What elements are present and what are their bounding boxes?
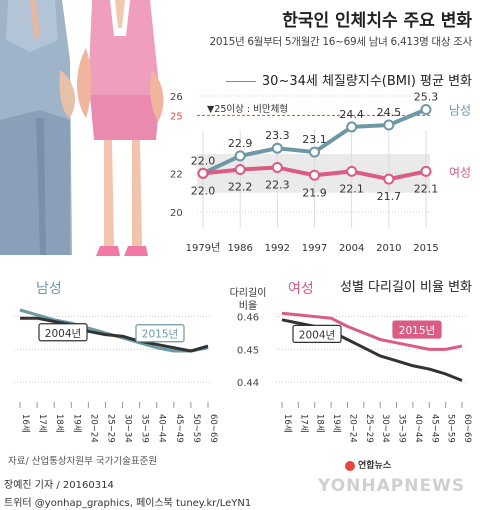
y-tick-label: 22 (170, 169, 183, 180)
data-label: 22.3 (265, 179, 290, 192)
x-tick-label: 20~24 (88, 414, 98, 443)
x-tick-label: 2004 (339, 243, 364, 254)
series-line-2015 (281, 311, 463, 351)
x-tick-label: 20~24 (347, 414, 357, 443)
x-tick-label: 40~44 (157, 414, 167, 443)
y-tick-label: 20 (170, 208, 183, 219)
logo-mark-icon (345, 460, 355, 471)
x-tick-label: 50~59 (191, 414, 201, 443)
data-label: 22.1 (339, 182, 364, 195)
x-tick-label: 1997 (302, 243, 327, 254)
data-label: 25.3 (414, 91, 439, 104)
series-tag-box (292, 324, 342, 343)
watermark: YONHAPNEWS (318, 476, 466, 496)
panel-label: 여성 (288, 281, 314, 297)
series-tag-label: 2015년 (142, 329, 178, 341)
woman-figure (77, 0, 164, 256)
x-tick-label: 60~69 (208, 414, 218, 443)
x-tick-label: 60~69 (462, 414, 472, 443)
panel-label: 남성 (36, 281, 62, 297)
series-line-2004 (20, 316, 209, 353)
y-axis-label-line1: 다리길이 (230, 286, 267, 299)
data-point (197, 167, 209, 179)
x-tick-label: 1986 (227, 243, 252, 254)
x-tick-label: 45~49 (174, 414, 184, 443)
data-point (346, 121, 358, 133)
y-axis-label-line2: 비율 (239, 300, 257, 312)
x-tick-label: 16세 (282, 414, 292, 433)
data-label: 23.3 (265, 129, 290, 142)
chart-subtitle: 2015년 6월부터 5개월간 16~69세 남녀 6,413명 대상 조사 (209, 36, 472, 48)
social-links: 트위터 @yonhap_graphics, 페이스북 tuney.kr/LeYN… (4, 498, 252, 509)
x-tick-label: 2015 (413, 243, 438, 254)
x-tick-label: 1979년 (186, 242, 221, 254)
data-point (234, 150, 246, 162)
y-tick-label: 0.46 (237, 313, 259, 324)
chart-title: 한국인 인체치수 주요 변화 (282, 11, 472, 31)
data-point (271, 142, 283, 154)
yonhap-logo: 연합뉴스 (345, 458, 391, 471)
series-label: 여성 (449, 165, 471, 179)
x-tick-label: 50~59 (446, 414, 456, 443)
data-label: 22.0 (191, 154, 216, 167)
y-tick-label: 25 (170, 111, 183, 122)
y-tick-label: 0.45 (237, 345, 259, 356)
data-label: 22.9 (228, 137, 253, 150)
data-label: 21.7 (377, 190, 402, 203)
bmi-chart-title: 30~34세 체질량지수(BMI) 평균 변화 (215, 70, 472, 89)
data-point (383, 119, 395, 131)
data-point (420, 104, 432, 116)
data-point (309, 146, 320, 158)
x-tick-label: 30~34 (380, 414, 390, 443)
data-label: 22.2 (228, 180, 253, 193)
x-tick-label: 16세 (20, 414, 30, 433)
x-tick-label: 2010 (376, 243, 401, 254)
obesity-annotation: ▼25이상 : 비만체형 (207, 104, 288, 115)
x-tick-label: 19세 (71, 414, 81, 433)
data-label: 22.1 (414, 182, 439, 195)
data-point (234, 163, 246, 175)
series-tag-label: 2004년 (299, 329, 335, 341)
x-tick-label: 35~39 (140, 414, 150, 443)
data-label: 22.0 (191, 184, 216, 197)
data-point (271, 162, 283, 174)
x-tick-label: 18세 (315, 414, 325, 433)
x-tick-label: 17세 (37, 414, 47, 433)
series-tag-label: 2015년 (399, 325, 435, 337)
series-tag-box (38, 323, 88, 342)
series-tag-label: 2004년 (45, 328, 81, 340)
x-tick-label: 40~44 (413, 414, 423, 443)
data-point (346, 165, 358, 177)
man-figure (0, 0, 75, 255)
data-point (309, 169, 320, 181)
data-point (420, 165, 432, 177)
x-tick-label: 19세 (331, 414, 341, 433)
x-tick-label: 25~29 (364, 414, 374, 443)
x-tick-label: 17세 (298, 414, 308, 433)
data-label: 24.5 (377, 106, 402, 119)
byline: 장예진 기자 / 20160314 (4, 480, 114, 491)
source-note: 자료/ 산업통상자원부 국가기술표준원 (8, 456, 158, 467)
leg-ratio-chart-title: 성별 다리길이 비율 변화 (340, 280, 472, 295)
x-tick-label: 25~29 (105, 414, 115, 443)
series-tag-box (135, 324, 185, 343)
bmi-chart: 20 22 25 26 ▼25이상 : 비만체형 1979년 1986 1992 1997 200… (170, 91, 471, 254)
x-tick-label: 45~49 (429, 414, 439, 443)
x-tick-label: 18세 (54, 414, 64, 433)
y-tick-label: 26 (170, 92, 183, 103)
series-label: 남성 (449, 104, 471, 118)
data-label: 21.9 (302, 186, 327, 199)
x-tick-label: 1992 (265, 243, 290, 254)
y-tick-label: 0.44 (237, 378, 259, 389)
figures-illustration (0, 0, 164, 256)
x-tick-label: 35~39 (397, 414, 407, 443)
series-tag-box (392, 320, 442, 339)
data-label: 23.1 (302, 133, 327, 146)
data-label: 24.4 (339, 108, 364, 121)
data-point (383, 173, 395, 185)
x-tick-label: 30~34 (123, 414, 133, 443)
